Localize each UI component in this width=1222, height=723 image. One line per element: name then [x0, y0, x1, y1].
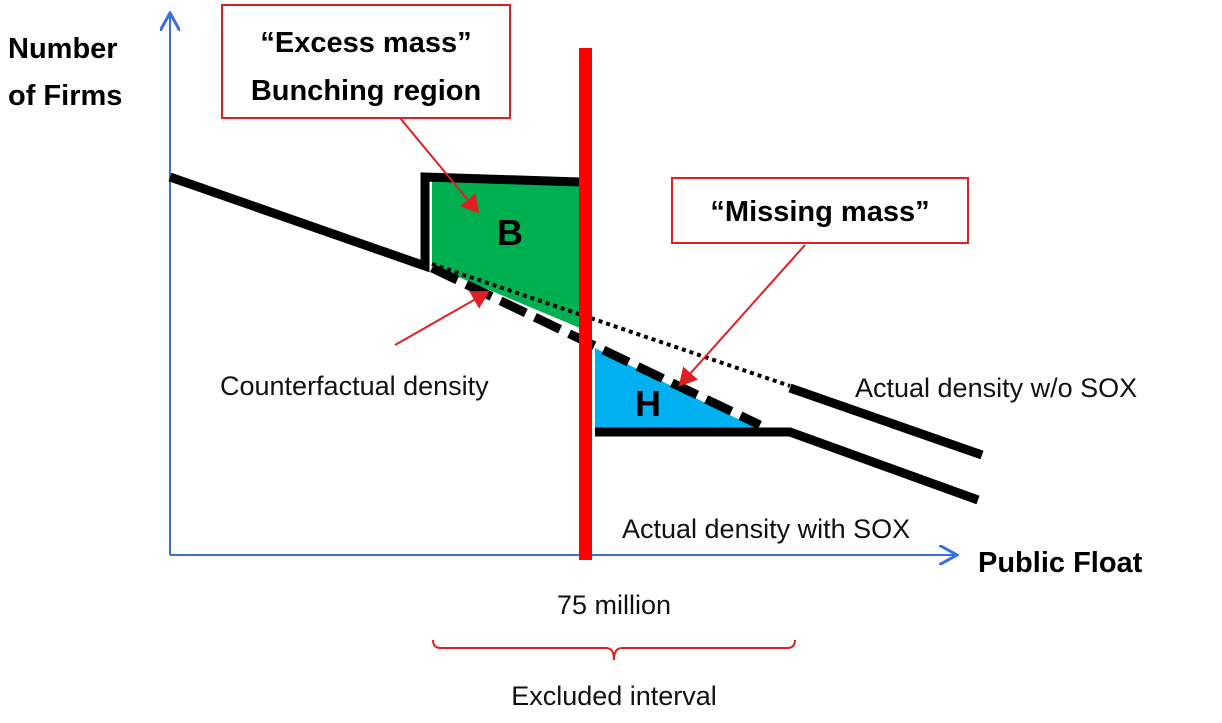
label: 75 million: [557, 590, 671, 620]
excess-box: [221, 4, 511, 119]
arrow: [678, 244, 806, 387]
y-label: of Firms: [8, 80, 122, 112]
label: Excluded interval: [511, 681, 717, 711]
label: Actual density with SOX: [622, 514, 910, 544]
dotted-line: [431, 262, 791, 388]
brace: [432, 639, 796, 661]
threshold-bar: [579, 48, 592, 560]
density-with-sox: [595, 427, 980, 505]
box-text: “Excess mass”: [260, 27, 471, 59]
density-line: [168, 172, 581, 273]
missing-box: [671, 177, 969, 244]
region-label: B: [497, 212, 523, 253]
density-without-sox: [788, 383, 984, 460]
box-text: Bunching region: [251, 75, 481, 107]
x-label: Public Float: [978, 547, 1143, 579]
region-label: H: [635, 383, 661, 424]
arrow: [399, 117, 480, 214]
arrow: [394, 291, 490, 346]
label: Actual density w/o SOX: [855, 373, 1137, 403]
box-text: “Missing mass”: [710, 196, 929, 228]
y-label: Number: [8, 33, 118, 65]
bunching-area: [432, 180, 580, 328]
label: Counterfactual density: [220, 371, 489, 401]
